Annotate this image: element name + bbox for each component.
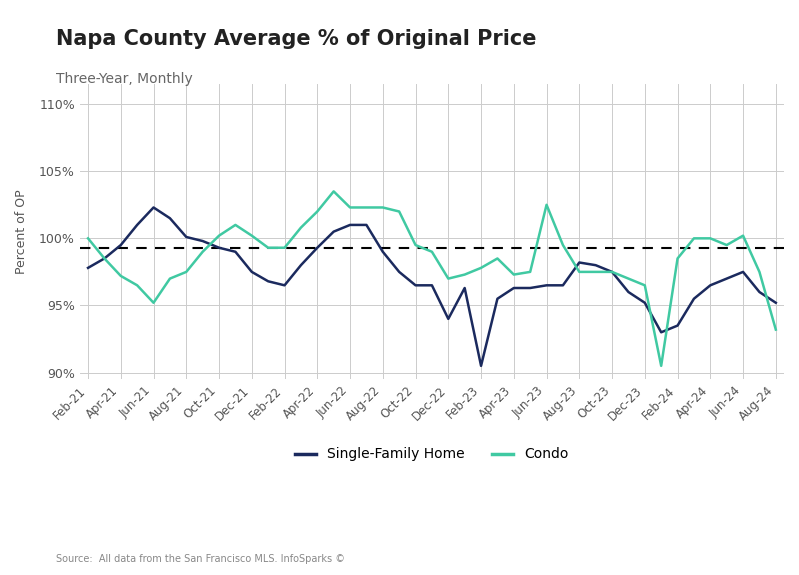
Single-Family Home bbox=[771, 300, 781, 306]
Condo bbox=[100, 255, 109, 262]
Single-Family Home bbox=[443, 316, 453, 323]
Single-Family Home bbox=[624, 289, 634, 296]
Single-Family Home bbox=[559, 282, 568, 289]
Condo bbox=[509, 271, 519, 278]
Single-Family Home bbox=[607, 269, 617, 275]
Single-Family Home bbox=[591, 262, 601, 269]
Condo bbox=[312, 208, 322, 215]
Single-Family Home bbox=[542, 282, 551, 289]
Condo bbox=[411, 242, 420, 248]
Condo bbox=[559, 242, 568, 248]
Single-Family Home bbox=[460, 285, 470, 292]
Condo bbox=[83, 235, 93, 242]
Text: Three-Year, Monthly: Three-Year, Monthly bbox=[56, 72, 193, 86]
Condo bbox=[247, 232, 256, 239]
Condo bbox=[738, 232, 748, 239]
Condo bbox=[378, 204, 388, 211]
Condo bbox=[542, 201, 551, 208]
Condo bbox=[640, 282, 650, 289]
Condo bbox=[706, 235, 715, 242]
Condo bbox=[149, 300, 158, 306]
Single-Family Home bbox=[706, 282, 715, 289]
Single-Family Home bbox=[312, 244, 322, 251]
Single-Family Home bbox=[247, 269, 256, 275]
Single-Family Home bbox=[296, 262, 306, 269]
Legend: Single-Family Home, Condo: Single-Family Home, Condo bbox=[289, 442, 574, 467]
Condo bbox=[427, 248, 437, 255]
Line: Condo: Condo bbox=[88, 191, 776, 366]
Condo bbox=[690, 235, 699, 242]
Line: Single-Family Home: Single-Family Home bbox=[88, 208, 776, 366]
Condo bbox=[476, 264, 486, 271]
Condo bbox=[657, 362, 666, 369]
Single-Family Home bbox=[738, 269, 748, 275]
Single-Family Home bbox=[378, 248, 388, 255]
Single-Family Home bbox=[83, 264, 93, 271]
Condo bbox=[345, 204, 355, 211]
Single-Family Home bbox=[231, 248, 240, 255]
Single-Family Home bbox=[640, 300, 650, 306]
Condo bbox=[771, 326, 781, 333]
Condo bbox=[362, 204, 372, 211]
Condo bbox=[181, 269, 191, 275]
Single-Family Home bbox=[395, 269, 404, 275]
Condo bbox=[231, 221, 240, 228]
Condo bbox=[754, 269, 764, 275]
Condo bbox=[673, 255, 682, 262]
Single-Family Home bbox=[181, 233, 191, 240]
Text: Napa County Average % of Original Price: Napa County Average % of Original Price bbox=[56, 29, 536, 49]
Single-Family Home bbox=[690, 296, 699, 302]
Single-Family Home bbox=[329, 228, 339, 235]
Condo bbox=[460, 271, 470, 278]
Condo bbox=[133, 282, 142, 289]
Condo bbox=[198, 248, 208, 255]
Single-Family Home bbox=[574, 259, 584, 266]
Text: Source:  All data from the San Francisco MLS. InfoSparks ©: Source: All data from the San Francisco … bbox=[56, 554, 345, 564]
Condo bbox=[116, 273, 125, 279]
Single-Family Home bbox=[657, 329, 666, 336]
Condo bbox=[624, 275, 634, 282]
Single-Family Home bbox=[133, 221, 142, 228]
Single-Family Home bbox=[165, 214, 175, 221]
Single-Family Home bbox=[362, 221, 372, 228]
Condo bbox=[526, 269, 535, 275]
Condo bbox=[721, 242, 731, 248]
Condo bbox=[214, 232, 224, 239]
Condo bbox=[443, 275, 453, 282]
Single-Family Home bbox=[149, 204, 158, 211]
Single-Family Home bbox=[509, 285, 519, 292]
Condo bbox=[591, 269, 601, 275]
Condo bbox=[607, 269, 617, 275]
Single-Family Home bbox=[198, 237, 208, 244]
Single-Family Home bbox=[526, 285, 535, 292]
Single-Family Home bbox=[411, 282, 420, 289]
Condo bbox=[395, 208, 404, 215]
Single-Family Home bbox=[345, 221, 355, 228]
Condo bbox=[493, 255, 503, 262]
Y-axis label: Percent of OP: Percent of OP bbox=[15, 189, 28, 274]
Single-Family Home bbox=[280, 282, 289, 289]
Single-Family Home bbox=[214, 244, 224, 251]
Single-Family Home bbox=[264, 278, 273, 285]
Single-Family Home bbox=[754, 289, 764, 296]
Single-Family Home bbox=[476, 362, 486, 369]
Condo bbox=[280, 244, 289, 251]
Condo bbox=[329, 188, 339, 195]
Single-Family Home bbox=[427, 282, 437, 289]
Single-Family Home bbox=[493, 296, 503, 302]
Single-Family Home bbox=[116, 242, 125, 248]
Single-Family Home bbox=[673, 322, 682, 329]
Condo bbox=[296, 224, 306, 231]
Condo bbox=[574, 269, 584, 275]
Condo bbox=[165, 275, 175, 282]
Single-Family Home bbox=[100, 255, 109, 262]
Condo bbox=[264, 244, 273, 251]
Single-Family Home bbox=[721, 275, 731, 282]
